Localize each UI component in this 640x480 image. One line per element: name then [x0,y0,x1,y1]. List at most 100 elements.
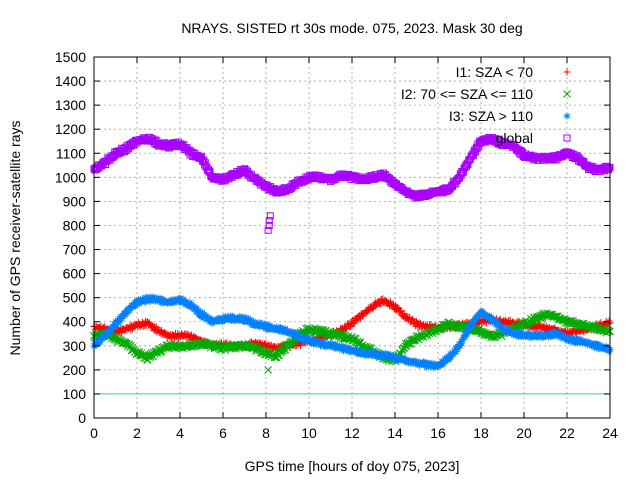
outlier-point [264,226,272,234]
x-tick-label: 8 [262,425,270,441]
data-point [544,330,552,338]
data-point [95,339,103,347]
legend-marker [563,68,571,76]
x-tick-label: 6 [219,425,227,441]
data-point [502,327,510,335]
legend-marker [563,112,571,120]
data-point [346,322,354,330]
data-point [456,342,464,350]
data-point [116,329,124,337]
data-point [201,159,209,167]
legend-label: I3: SZA > 110 [449,108,533,124]
data-point [123,309,131,317]
data-point [237,314,245,322]
data-point [572,335,580,343]
legend-label: I2: 70 <= SZA <= 110 [401,86,533,102]
data-point [447,353,455,361]
data-point [468,319,476,327]
data-point [149,322,157,330]
y-tick-label: 600 [63,266,87,282]
data-point [363,347,371,355]
data-point [376,353,384,361]
data-point [459,169,467,177]
y-tick-label: 700 [63,242,87,258]
data-point [381,350,389,358]
data-point [371,352,379,360]
data-point [262,320,270,328]
data-point [446,355,454,363]
x-tick-label: 14 [387,425,403,441]
outlier-point [264,366,273,374]
data-point [127,326,135,334]
data-point [447,321,456,330]
legend-label: I1: SZA < 70 [456,64,534,80]
y-tick-label: 400 [63,314,87,330]
data-point [469,320,477,328]
y-tick-label: 800 [63,217,87,233]
x-tick-label: 0 [90,425,98,441]
data-point [364,307,372,315]
data-point [556,330,564,338]
data-point [370,303,377,311]
x-tick-label: 12 [344,425,360,441]
data-point [343,346,351,354]
data-point [118,314,126,322]
y-tick-label: 900 [63,193,87,209]
data-point [591,343,599,351]
y-tick-label: 500 [63,290,87,306]
data-point [119,312,127,320]
data-point [462,332,470,340]
data-point [604,166,612,174]
data-point [181,300,189,308]
data-point [576,335,584,343]
data-point [138,295,146,303]
x-tick-label: 24 [602,425,618,441]
data-point [490,331,498,339]
x-tick-label: 16 [430,425,446,441]
data-point [465,326,473,334]
data-point [234,315,242,323]
x-tick-label: 22 [559,425,575,441]
data-point [258,319,266,327]
data-point [193,304,201,312]
data-point [474,313,482,321]
data-point [112,318,119,326]
y-tick-label: 1300 [55,97,86,113]
data-point [554,331,562,339]
data-point [532,313,541,321]
x-tick-label: 2 [133,425,141,441]
data-point [594,340,602,348]
data-point [308,336,316,344]
data-point [374,350,382,358]
data-point [463,330,471,338]
data-point [503,325,511,333]
data-point [389,352,397,360]
x-tick-label: 10 [301,425,317,441]
data-point [517,328,525,336]
x-tick-label: 18 [473,425,489,441]
data-point [438,357,446,365]
data-point [411,357,419,365]
chart-title: NRAYS. SISTED rt 30s mode. 075, 2023. Ma… [181,20,522,36]
y-tick-label: 1000 [55,169,86,185]
data-point [551,330,559,338]
data-point [194,307,202,315]
data-point [458,339,466,347]
series-group [90,133,614,374]
data-point [393,356,401,364]
data-point [131,302,139,310]
data-point [233,316,241,324]
data-point [548,331,556,339]
outlier-point [265,217,273,225]
data-point [96,338,104,346]
data-point [512,329,520,337]
data-point [269,323,277,331]
data-point [489,316,497,324]
legend-marker [563,134,571,142]
y-tick-label: 200 [63,362,87,378]
data-point [365,348,373,356]
data-point [247,316,255,324]
data-point [395,354,403,362]
y-tick-label: 1200 [55,121,86,137]
data-point [539,334,547,342]
